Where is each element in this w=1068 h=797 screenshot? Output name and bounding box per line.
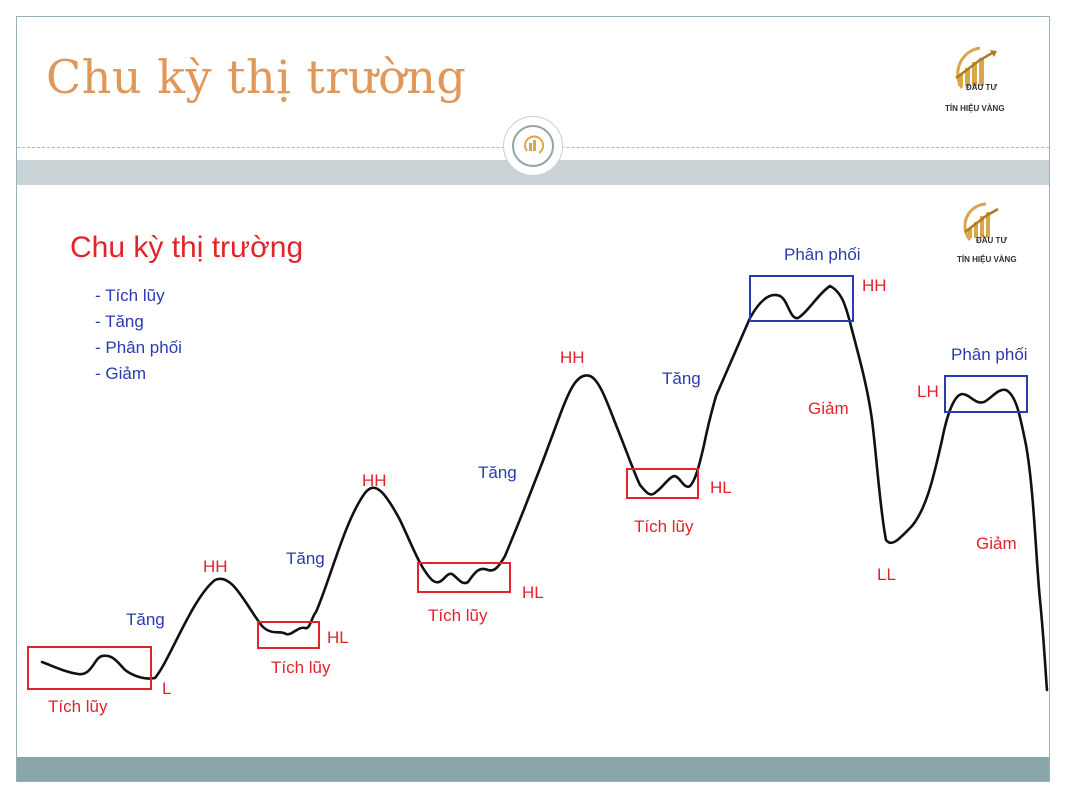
logo-line2: TÍN HIỆU VÀNG: [945, 104, 1005, 113]
phase-list-item: - Phân phối: [95, 338, 182, 357]
label-low: L: [162, 679, 172, 698]
distribution-box-2: [944, 375, 1028, 413]
label-uptrend: Tăng: [126, 610, 165, 629]
label-higher-high: HH: [203, 557, 228, 576]
logo-line1: ĐẦU TƯ: [966, 83, 998, 92]
label-uptrend: Tăng: [286, 549, 325, 568]
label-lower-high: LH: [917, 382, 939, 401]
logo-line2: TÍN HIỆU VÀNG: [957, 255, 1017, 264]
label-higher-low: HL: [327, 628, 349, 647]
label-higher-low: HL: [522, 583, 544, 602]
logo-line1: ĐẦU TƯ: [976, 236, 1008, 245]
accumulation-box-1: [27, 646, 152, 690]
header-logo: ĐẦU TƯ TÍN HIỆU VÀNG: [940, 40, 1020, 115]
phase-list-item: - Giảm: [95, 364, 146, 383]
phase-list-item: - Tích lũy: [95, 286, 165, 305]
label-downtrend: Giảm: [976, 534, 1017, 553]
distribution-box-1: [749, 275, 854, 322]
label-higher-low: HL: [710, 478, 732, 497]
footer-band: [17, 757, 1049, 781]
label-lower-low: LL: [877, 565, 896, 584]
medallion-logo-icon: [512, 125, 554, 167]
chart-growth-icon: [955, 46, 997, 89]
label-higher-high: HH: [362, 471, 387, 490]
accumulation-box-3: [417, 562, 511, 593]
label-accumulation: Tích lũy: [48, 697, 108, 716]
price-line: [40, 284, 1049, 692]
label-accumulation: Tích lũy: [271, 658, 331, 677]
label-uptrend: Tăng: [662, 369, 701, 388]
label-distribution: Phân phối: [784, 245, 861, 264]
diagram-title: Chu kỳ thị trường: [70, 231, 304, 264]
accumulation-box-4: [626, 468, 699, 499]
phase-list-item: - Tăng: [95, 312, 144, 331]
label-accumulation: Tích lũy: [428, 606, 488, 625]
label-higher-high: HH: [560, 348, 585, 367]
accumulation-box-2: [257, 621, 320, 649]
label-uptrend: Tăng: [478, 463, 517, 482]
label-accumulation: Tích lũy: [634, 517, 694, 536]
label-distribution: Phân phối: [951, 345, 1028, 364]
chart-growth-icon: [963, 202, 999, 241]
medallion: [503, 116, 563, 176]
slide-title: Chu kỳ thị trường: [46, 50, 467, 104]
label-downtrend: Giảm: [808, 399, 849, 418]
diagram-logo: ĐẦU TƯ TÍN HIỆU VÀNG: [950, 200, 1030, 275]
label-higher-high: HH: [862, 276, 887, 295]
